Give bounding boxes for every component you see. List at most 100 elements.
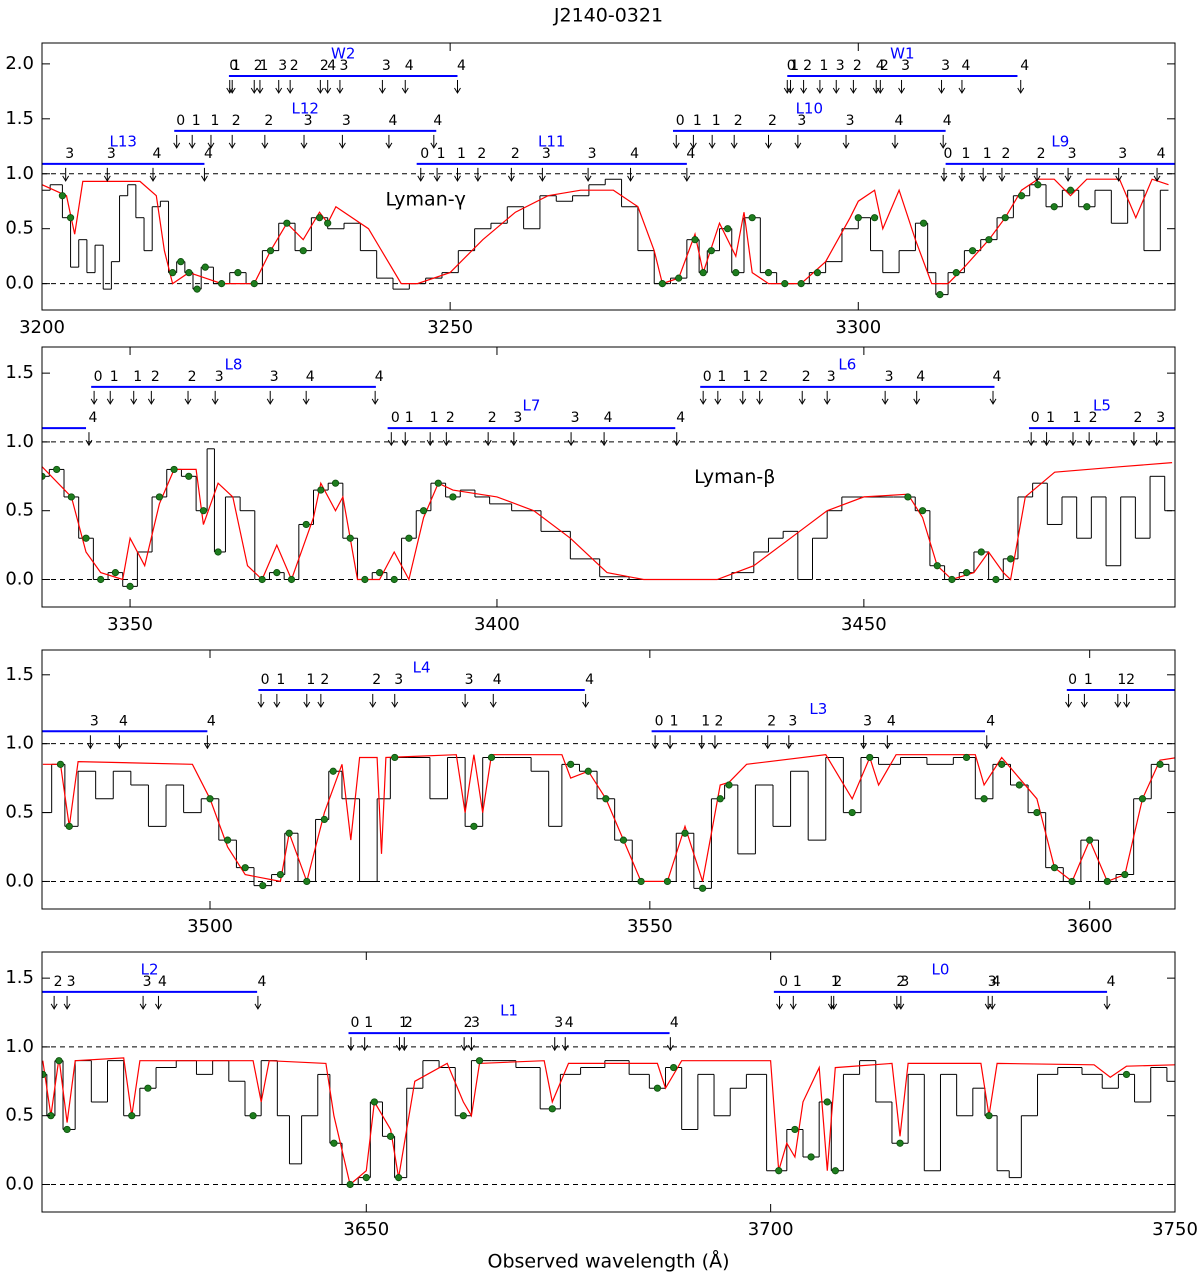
marker-arrowhead	[798, 398, 806, 405]
marker-arrowhead	[876, 87, 884, 94]
marker-arrowhead	[387, 439, 395, 447]
x-tick-label: 3400	[474, 614, 520, 635]
marker-arrowhead	[454, 175, 461, 182]
transition-label: 2	[1133, 410, 1142, 426]
fit-pixel	[111, 569, 119, 577]
y-tick-label: 1.5	[5, 967, 34, 988]
fit-pixel	[375, 569, 384, 577]
fit-pixel	[266, 247, 275, 255]
transition-label: 0	[94, 369, 103, 385]
marker-arrowhead	[391, 701, 399, 708]
marker-arrowhead	[998, 175, 1006, 182]
y-tick-label: 2.0	[5, 53, 34, 74]
marker-arrowhead	[979, 175, 987, 182]
x-tick-label: 3250	[427, 317, 473, 338]
marker-arrowhead	[582, 701, 590, 708]
fit-pixel	[962, 753, 971, 762]
marker-arrowhead	[1153, 439, 1161, 447]
transition-label: 4	[676, 410, 685, 426]
marker-arrowhead	[266, 398, 274, 405]
transition-label: 1	[457, 146, 466, 162]
marker-arrowhead	[385, 142, 393, 149]
transition-label: 2	[833, 974, 842, 990]
transition-label: 4	[1157, 146, 1166, 162]
transition-label: 2	[464, 1015, 473, 1031]
transition-label: 2	[254, 58, 263, 74]
transition-label: 2	[264, 113, 273, 129]
transition-label: 3	[65, 146, 74, 162]
fit-pixel	[258, 575, 266, 584]
marker-arrowhead	[842, 142, 850, 149]
marker-arrowhead	[1080, 701, 1088, 708]
transition-label: 1	[306, 672, 315, 688]
marker-arrowhead	[316, 87, 324, 94]
plot-area	[42, 1046, 1175, 1189]
marker-arrowhead	[184, 398, 192, 405]
marker-arrowhead	[983, 743, 991, 750]
fit-pixel	[775, 1167, 783, 1175]
transition-label: 3	[901, 58, 910, 74]
transition-label: 4	[306, 369, 315, 385]
transition-label: 4	[457, 58, 466, 74]
marker-arrowhead	[1123, 701, 1131, 708]
marker-arrowhead	[989, 398, 997, 405]
fit-pixel	[199, 507, 208, 515]
fit-pixel	[948, 575, 956, 584]
fit-pixel	[273, 569, 281, 577]
transition-label: 1	[1046, 410, 1055, 426]
fit-pixel	[128, 1112, 136, 1120]
fit-pixel	[63, 1125, 71, 1134]
marker-arrowhead	[689, 142, 697, 149]
marker-arrowhead	[891, 142, 899, 149]
fit-pixel	[871, 214, 879, 222]
fit-pixel	[434, 479, 442, 487]
transition-label: 2	[372, 672, 381, 688]
component-label: L10	[796, 99, 823, 117]
plot-area	[42, 743, 1175, 892]
component-label: L6	[838, 355, 856, 373]
marker-arrowhead	[765, 142, 772, 149]
fit-pixel	[449, 493, 457, 501]
marker-arrowhead	[666, 1044, 674, 1052]
transition-label: 1	[437, 146, 446, 162]
fit-pixel	[324, 219, 332, 227]
fit-pixel	[619, 836, 628, 844]
fit-pixel	[66, 214, 75, 222]
transition-label: 3	[215, 369, 224, 385]
transition-label: 1	[405, 410, 414, 426]
fit-pixel	[361, 575, 369, 584]
marker-arrowhead	[155, 1003, 162, 1010]
marker-arrowhead	[336, 87, 344, 94]
fit-pixel	[691, 236, 699, 244]
fit-pixel	[217, 280, 226, 288]
marker-arrowhead	[1114, 701, 1122, 708]
marker-arrowhead	[286, 87, 294, 94]
marker-arrowhead	[460, 1044, 468, 1052]
fit-pixel	[475, 1057, 484, 1065]
transition-label: 4	[433, 113, 442, 129]
marker-arrowhead	[507, 175, 515, 182]
fit-pixel	[1015, 781, 1023, 789]
annotation: Lyman-γ	[385, 189, 465, 211]
transition-label: 1	[211, 113, 220, 129]
fit-pixel	[234, 269, 242, 277]
marker-arrowhead	[860, 743, 868, 750]
marker-arrowhead	[147, 398, 155, 405]
fit-pixel	[405, 534, 413, 542]
transition-label: 0	[350, 1015, 359, 1031]
fit-pixel	[791, 1125, 799, 1134]
transition-label: 3	[471, 1015, 480, 1031]
chart-title: J2140-0321	[553, 5, 663, 27]
fit-pixel	[748, 214, 756, 222]
fit-pixel	[1007, 555, 1015, 563]
x-tick-label: 3350	[107, 614, 153, 635]
fit-pixel	[1122, 1070, 1131, 1079]
fit-pixel	[58, 192, 67, 200]
fit-pixel	[56, 760, 65, 768]
marker-arrowhead	[1027, 439, 1035, 447]
marker-arrowhead	[417, 175, 425, 182]
y-tick-label: 1.0	[5, 431, 34, 452]
marker-arrowhead	[317, 701, 325, 708]
